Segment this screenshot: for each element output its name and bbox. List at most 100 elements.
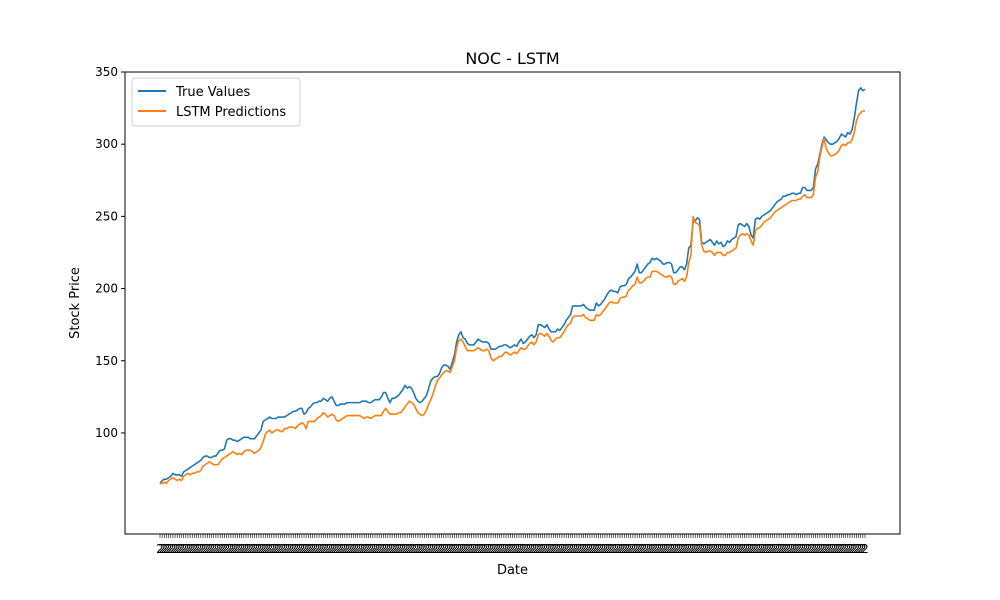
x-tick-label: 2 bbox=[519, 542, 527, 556]
x-tick-label: 2 bbox=[728, 542, 736, 556]
x-tick-label: 2 bbox=[466, 542, 474, 556]
x-tick-label: 2 bbox=[790, 542, 798, 556]
x-tick-label: 2 bbox=[674, 542, 682, 556]
x-tick-label: 2 bbox=[476, 542, 484, 556]
x-tick-label: 2 bbox=[573, 542, 581, 556]
x-tick-label: 2 bbox=[208, 542, 216, 556]
plot-area bbox=[159, 87, 866, 485]
x-tick-label: 2 bbox=[640, 542, 648, 556]
x-tick-label: 2 bbox=[384, 542, 392, 556]
x-tick-label: 2 bbox=[261, 542, 269, 556]
x-tick-label: 2 bbox=[219, 542, 227, 556]
x-tick-label: 2 bbox=[534, 542, 542, 556]
x-tick-label: 2 bbox=[436, 542, 444, 556]
x-tick-label: 2 bbox=[842, 542, 850, 556]
x-tick-label: 2 bbox=[709, 542, 717, 556]
x-tick-label: 2 bbox=[502, 542, 510, 556]
x-tick-label: 2 bbox=[201, 542, 209, 556]
x-tick-label: 2 bbox=[223, 542, 231, 556]
x-tick-label: 2 bbox=[601, 542, 609, 556]
y-tick-label: 300 bbox=[95, 137, 118, 151]
x-tick-label: 2 bbox=[737, 542, 745, 556]
x-tick-label: 2 bbox=[345, 542, 353, 556]
x-tick-label: 2 bbox=[317, 542, 325, 556]
x-tick-label: 2 bbox=[857, 542, 865, 556]
x-tick-label: 2 bbox=[212, 542, 220, 556]
x-tick-label: 2 bbox=[294, 542, 302, 556]
x-tick-label: 2 bbox=[156, 542, 164, 556]
x-tick-label: 2 bbox=[504, 542, 512, 556]
x-tick-label: 2 bbox=[421, 542, 429, 556]
x-tick-label: 2 bbox=[773, 542, 781, 556]
x-tick-label: 2 bbox=[472, 542, 480, 556]
legend: True Values LSTM Predictions bbox=[131, 77, 301, 127]
x-tick-label: 2 bbox=[459, 542, 467, 556]
x-tick-label: 2 bbox=[341, 542, 349, 556]
x-tick-label: 2 bbox=[803, 542, 811, 556]
x-tick-label: 2 bbox=[244, 542, 252, 556]
x-tick-label: 2 bbox=[328, 542, 336, 556]
x-tick-label: 2 bbox=[246, 542, 254, 556]
x-tick-label: 2 bbox=[653, 542, 661, 556]
x-tick-label: 2 bbox=[176, 542, 184, 556]
x-tick-label: 2 bbox=[797, 542, 805, 556]
x-tick-label: 2 bbox=[861, 542, 869, 556]
x-tick-label: 2 bbox=[167, 542, 175, 556]
x-tick-label: 2 bbox=[795, 542, 803, 556]
x-tick-label: 2 bbox=[676, 542, 684, 556]
x-tick-label: 2 bbox=[264, 542, 272, 556]
x-tick-label: 2 bbox=[160, 542, 168, 556]
x-tick-label: 2 bbox=[846, 542, 854, 556]
x-tick-label: 2 bbox=[433, 542, 441, 556]
x-tick-label: 2 bbox=[287, 542, 295, 556]
x-tick-label: 2 bbox=[633, 542, 641, 556]
x-tick-label: 2 bbox=[734, 542, 742, 556]
x-tick-label: 2 bbox=[158, 542, 166, 556]
x-tick-label: 2 bbox=[451, 542, 459, 556]
x-tick-label: 2 bbox=[814, 542, 822, 556]
x-tick-label: 2 bbox=[670, 542, 678, 556]
x-tick-label: 2 bbox=[580, 542, 588, 556]
x-tick-label: 2 bbox=[528, 542, 536, 556]
y-tick-label: 200 bbox=[95, 282, 118, 296]
x-tick-label: 2 bbox=[335, 542, 343, 556]
x-tick-label: 2 bbox=[599, 542, 607, 556]
x-tick-label: 2 bbox=[457, 542, 465, 556]
x-tick-label: 2 bbox=[326, 542, 334, 556]
x-tick-label: 2 bbox=[184, 542, 192, 556]
x-tick-label: 2 bbox=[444, 542, 452, 556]
x-tick-label: 2 bbox=[631, 542, 639, 556]
x-tick-label: 2 bbox=[685, 542, 693, 556]
x-tick-label: 2 bbox=[597, 542, 605, 556]
x-tick-label: 2 bbox=[240, 542, 248, 556]
x-tick-label: 2 bbox=[859, 542, 867, 556]
x-tick-label: 2 bbox=[646, 542, 654, 556]
x-tick-label: 2 bbox=[668, 542, 676, 556]
x-tick-label: 2 bbox=[491, 542, 499, 556]
x-tick-label: 2 bbox=[446, 542, 454, 556]
x-tick-label: 2 bbox=[511, 542, 519, 556]
x-tick-label: 2 bbox=[464, 542, 472, 556]
x-tick-label: 2 bbox=[216, 542, 224, 556]
x-tick-label: 2 bbox=[786, 542, 794, 556]
x-tick-label: 2 bbox=[754, 542, 762, 556]
x-tick-label: 2 bbox=[775, 542, 783, 556]
x-tick-label: 2 bbox=[711, 542, 719, 556]
x-tick-label: 2 bbox=[285, 542, 293, 556]
x-tick-label: 2 bbox=[311, 542, 319, 556]
x-tick-label: 2 bbox=[552, 542, 560, 556]
x-tick-label: 2 bbox=[537, 542, 545, 556]
x-tick-label: 2 bbox=[199, 542, 207, 556]
x-tick-label: 2 bbox=[799, 542, 807, 556]
x-tick-label: 2 bbox=[380, 542, 388, 556]
x-tick-label: 2 bbox=[259, 542, 267, 556]
x-tick-label: 2 bbox=[584, 542, 592, 556]
x-tick-label: 2 bbox=[771, 542, 779, 556]
x-tick-label: 2 bbox=[358, 542, 366, 556]
x-tick-label: 2 bbox=[494, 542, 502, 556]
x-tick-label: 2 bbox=[672, 542, 680, 556]
x-tick-label: 2 bbox=[507, 542, 515, 556]
x-tick-label: 2 bbox=[816, 542, 824, 556]
x-tick-label: 2 bbox=[270, 542, 278, 556]
x-tick-label: 2 bbox=[612, 542, 620, 556]
